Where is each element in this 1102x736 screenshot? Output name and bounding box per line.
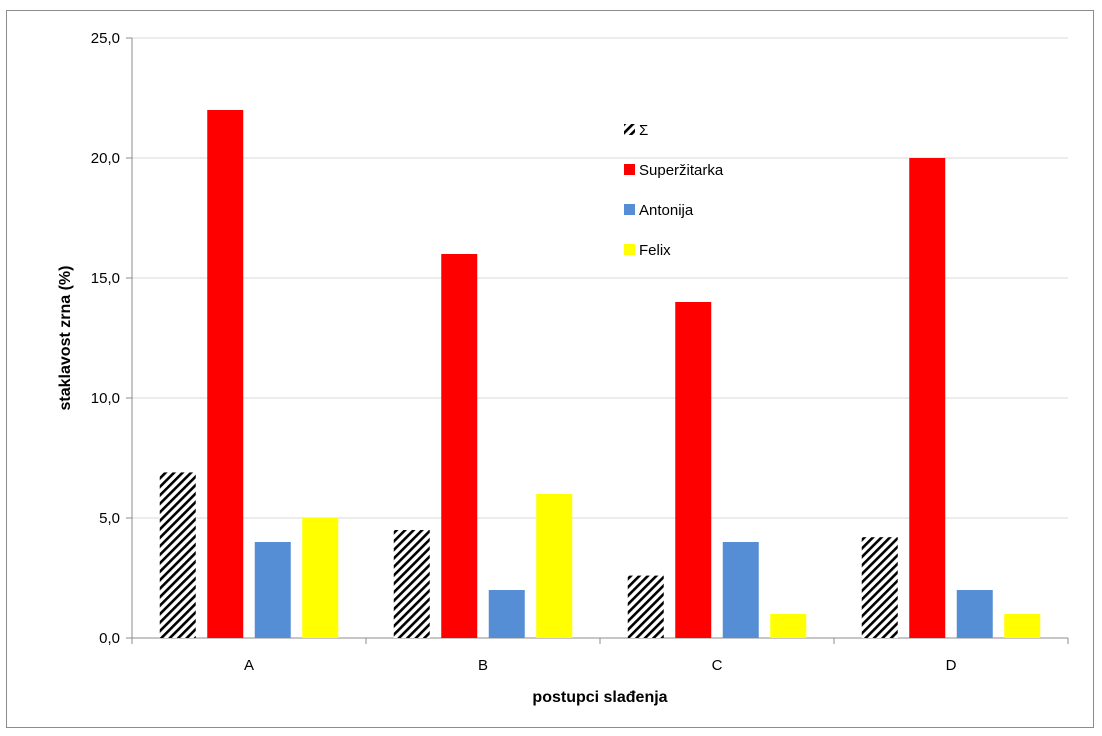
legend-swatch xyxy=(624,204,635,215)
legend-label: Felix xyxy=(639,242,671,259)
x-tick-label: D xyxy=(946,657,957,674)
legend: Σ Superžitarka Antonija Felix xyxy=(624,122,724,259)
x-axis-title: postupci slađenja xyxy=(532,689,667,706)
bar-2-A xyxy=(207,110,244,638)
bar-4-A xyxy=(302,518,339,638)
bar-3-D xyxy=(956,590,993,638)
bar-2-D xyxy=(909,158,946,638)
legend-label: Superžitarka xyxy=(639,162,724,179)
bars xyxy=(159,110,1041,638)
legend-swatch xyxy=(624,164,635,175)
x-tick-label: C xyxy=(712,657,723,674)
bar-1-D xyxy=(861,537,898,638)
bar-3-C xyxy=(722,542,759,638)
y-tick-label: 10,0 xyxy=(91,390,120,407)
y-tick-label: 25,0 xyxy=(91,30,120,47)
bar-2-C xyxy=(675,302,712,638)
bar-4-B xyxy=(536,494,573,638)
y-axis-title: staklavost zrna (%) xyxy=(57,266,74,411)
y-tick-label: 20,0 xyxy=(91,150,120,167)
y-tick-label: 15,0 xyxy=(91,270,120,287)
bar-4-D xyxy=(1004,614,1041,638)
bar-2-B xyxy=(441,254,478,638)
bar-3-A xyxy=(254,542,291,638)
tick-labels: 0,0 5,0 10,0 15,0 20,0 25,0 A B C D xyxy=(91,30,957,674)
y-tick-label: 0,0 xyxy=(99,630,120,647)
legend-swatch xyxy=(624,244,635,255)
legend-label: Σ xyxy=(639,122,648,139)
bar-1-C xyxy=(627,575,664,638)
x-tick-label: B xyxy=(478,657,488,674)
bar-3-B xyxy=(488,590,525,638)
legend-label: Antonija xyxy=(639,202,694,219)
y-tick-label: 5,0 xyxy=(99,510,120,527)
x-tick-label: A xyxy=(244,657,254,674)
bar-4-C xyxy=(770,614,807,638)
bar-1-B xyxy=(393,530,430,638)
bar-1-A xyxy=(159,472,196,638)
legend-swatch xyxy=(624,124,635,135)
